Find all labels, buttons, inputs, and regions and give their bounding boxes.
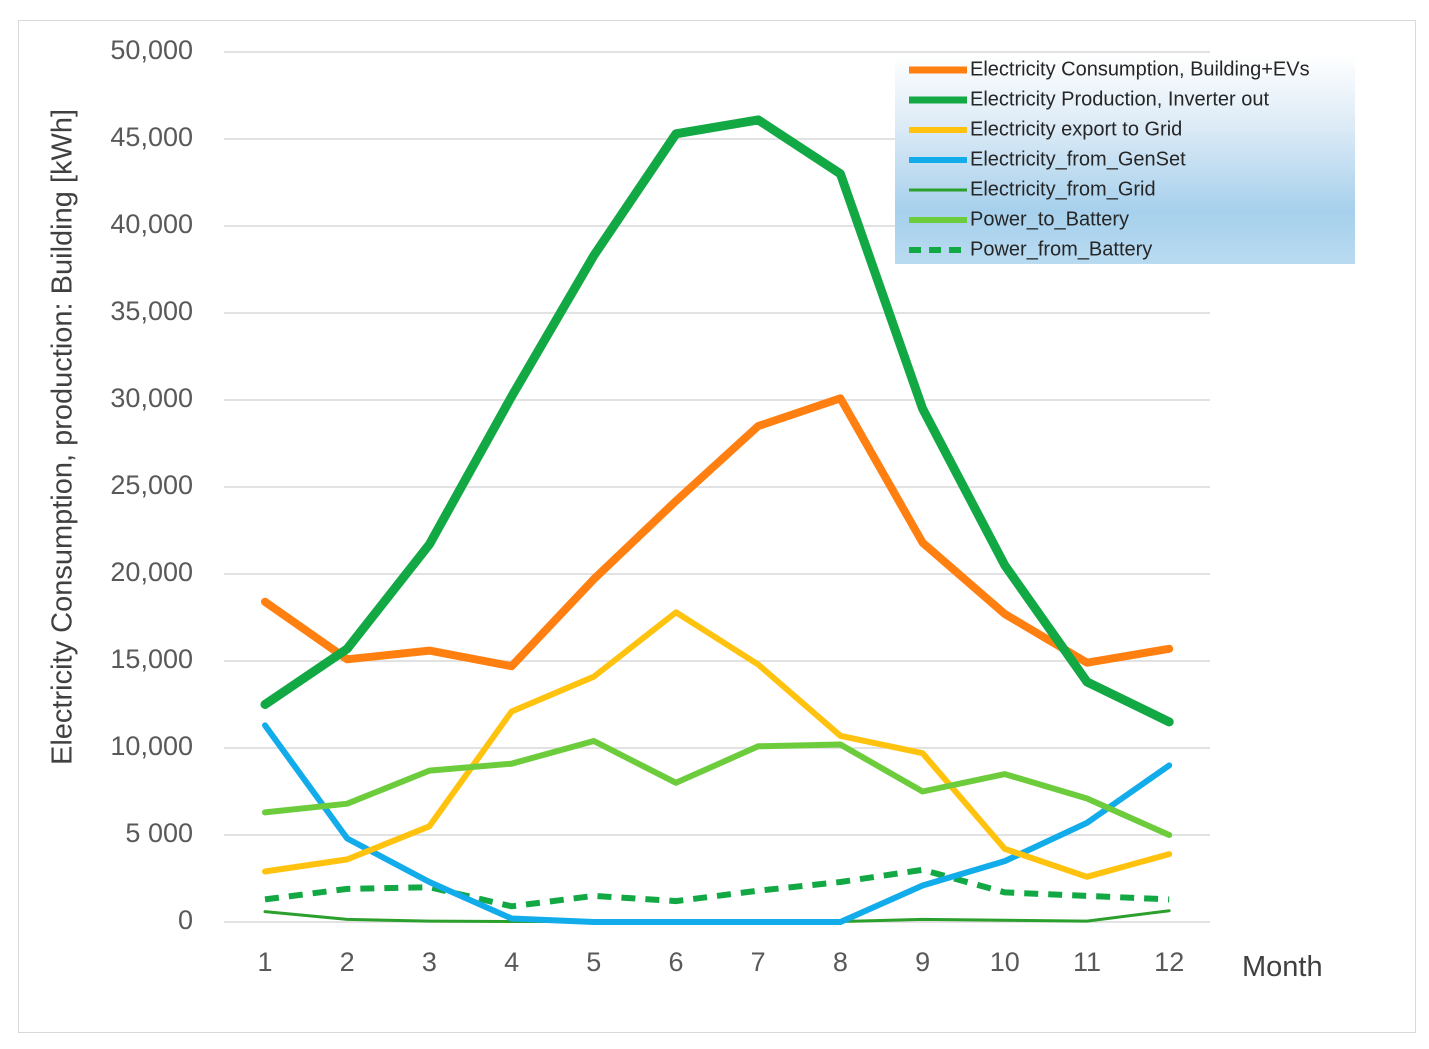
series-line-7 [264,866,1170,910]
y-tick-label: 45,000 [110,122,193,152]
x-tick-label: 12 [1154,947,1184,977]
y-tick-label: 20,000 [110,557,193,587]
x-axis-title: Month [1242,951,1323,983]
y-tick-label: 0 [178,905,193,935]
series-line-1 [261,394,1174,671]
legend-label: Electricity export to Grid [970,118,1182,140]
x-tick-label: 8 [833,947,848,977]
legend-box [895,55,1355,264]
y-tick-label: 15,000 [110,644,193,674]
legend-label: Electricity Production, Inverter out [970,88,1269,110]
legend-label: Electricity Consumption, Building+EVs [970,58,1310,80]
series-line-2 [260,115,1174,727]
y-tick-label: 35,000 [110,296,193,326]
x-tick-label: 9 [915,947,930,977]
series-line-3 [262,609,1173,880]
x-tick-label: 4 [504,947,519,977]
y-tick-label: 40,000 [110,209,193,239]
x-tick-label: 5 [586,947,601,977]
series-line-6 [262,738,1173,838]
y-tick-label: 10,000 [110,731,193,761]
x-tick-label: 2 [340,947,355,977]
y-axis-ticks: 0 5 000 10,000 15,000 20,000 25,000 30,000 35,0… [110,35,193,935]
x-tick-label: 7 [751,947,766,977]
x-tick-label: 6 [668,947,683,977]
y-tick-label: 25,000 [110,470,193,500]
legend-label: Power_from_Battery [970,238,1152,260]
y-tick-label: 5 000 [125,818,193,848]
legend-label: Electricity_from_GenSet [970,148,1186,170]
x-axis-ticks: 1 2 3 4 5 6 7 8 9 10 11 12 [257,947,1184,977]
y-tick-label: 30,000 [110,383,193,413]
y-tick-label: 50,000 [110,35,193,65]
legend-label: Electricity_from_Grid [970,178,1156,200]
x-tick-label: 11 [1073,947,1101,977]
x-tick-label: 10 [990,947,1020,977]
y-axis-title: Electricity Consumption, production: Bui… [47,109,79,765]
series-group [260,115,1174,925]
legend-label: Power_to_Battery [970,208,1129,230]
x-tick-label: 3 [422,947,437,977]
legend: Electricity Consumption, Building+EVs Ele… [895,55,1355,264]
x-tick-label: 1 [257,947,272,977]
